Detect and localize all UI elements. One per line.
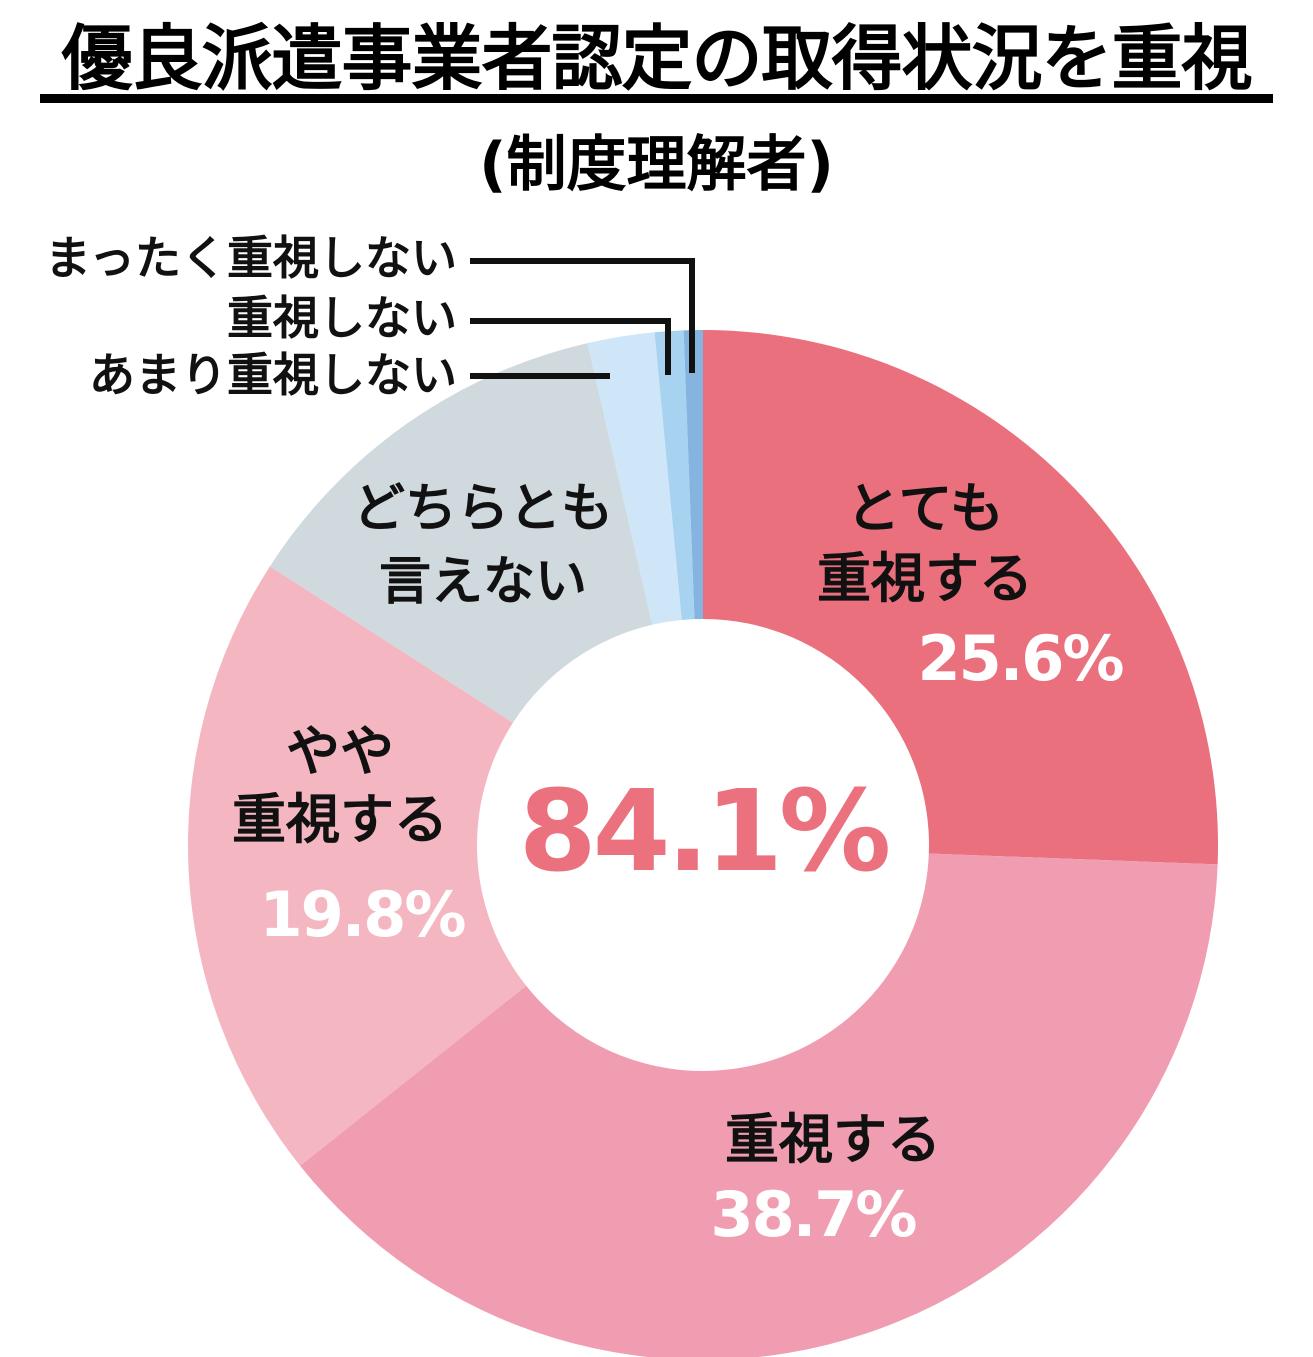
donut-segment-2 <box>188 566 527 1166</box>
donut-segment-3 <box>269 343 653 723</box>
callout-label-mattaku-jushi-shinai: まったく重視しない <box>44 231 457 285</box>
callout-label-amari-jushi-shinai: あまり重視しない <box>89 348 457 402</box>
donut-chart <box>188 330 1218 1357</box>
donut-segment-0 <box>703 330 1218 865</box>
segment-label-yaya-jushi-suru: やや 重視する <box>232 720 448 852</box>
page-title: 優良派遣事業者認定の取得状況を重視 <box>61 17 1252 100</box>
segment-pct-yaya-jushi-suru: 19.8% <box>259 878 466 951</box>
segment-label-totemo-jushi-suru: とても 重視する <box>817 477 1033 611</box>
donut-segment-5 <box>654 330 695 621</box>
callout-label-jushi-shinai: 重視しない <box>227 291 457 345</box>
donut-center-total: 84.1% <box>518 767 892 897</box>
title-divider <box>40 94 1273 103</box>
segment-label-dochira-tomo-ienai: どちらとも 言えない <box>352 479 613 612</box>
donut-segment-4 <box>587 332 682 625</box>
segment-label-jushi-suru: 重視する <box>725 1108 941 1171</box>
segment-pct-totemo-jushi-suru: 25.6% <box>917 622 1124 695</box>
donut-segment-1 <box>300 853 1218 1357</box>
segment-pct-jushi-suru: 38.7% <box>710 1178 917 1251</box>
page-subtitle: (制度理解者) <box>479 130 834 200</box>
donut-segment-6 <box>683 330 703 620</box>
